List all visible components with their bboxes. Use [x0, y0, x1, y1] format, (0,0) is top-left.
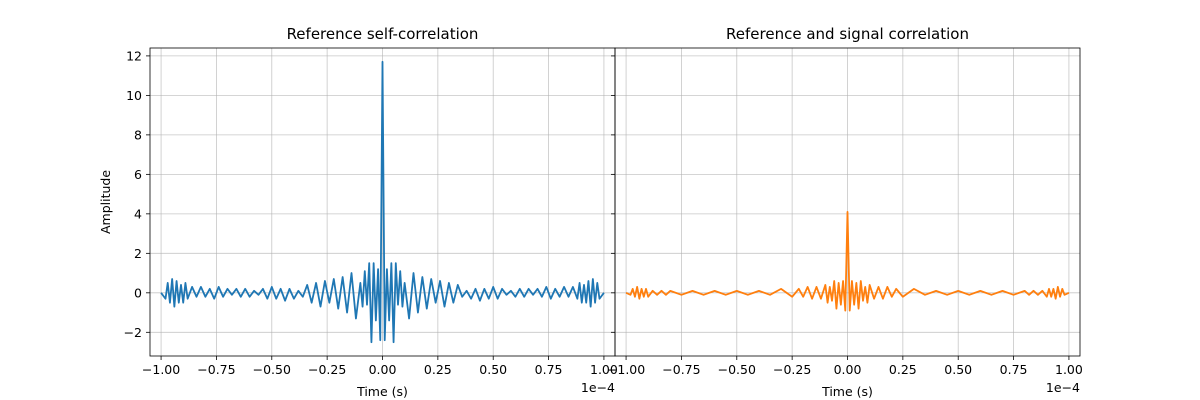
- series-line-1: [625, 210, 1070, 312]
- x-tick-label: 1.00: [590, 362, 618, 377]
- x-tick-label: 0.00: [834, 362, 862, 377]
- x-tick-label: −0.75: [662, 362, 700, 377]
- y-tick-label: −2: [124, 325, 142, 340]
- y-tick-label: 12: [126, 48, 142, 63]
- x-axis-label: Time (s): [821, 384, 873, 399]
- x-tick-label: 1.00: [1055, 362, 1083, 377]
- x-tick-label: −1.00: [142, 362, 180, 377]
- x-tick-label: −1.00: [607, 362, 645, 377]
- y-tick-label: 6: [134, 167, 142, 182]
- x-tick-label: 0.00: [369, 362, 397, 377]
- x-tick-label: −0.50: [253, 362, 291, 377]
- y-tick-label: 2: [134, 246, 142, 261]
- x-tick-label: 0.75: [535, 362, 563, 377]
- x-tick-label: −0.75: [197, 362, 235, 377]
- x-multiplier-label: 1e−4: [581, 380, 615, 395]
- x-tick-label: 0.50: [944, 362, 972, 377]
- chart-title: Reference and signal correlation: [726, 25, 969, 43]
- x-tick-label: −0.25: [308, 362, 346, 377]
- x-tick-label: 0.25: [889, 362, 917, 377]
- x-tick-label: 0.50: [479, 362, 507, 377]
- chart-panel-2: −1.00 −0.75 −0.50 −0.25 0.00 0.25 0.50 0.75 1.00…: [607, 25, 1083, 399]
- x-multiplier-label: 1e−4: [1046, 380, 1080, 395]
- x-tick-label: −0.50: [718, 362, 756, 377]
- x-tick-label: 0.25: [424, 362, 452, 377]
- series-line-1: [160, 60, 605, 344]
- y-tick-label: 0: [134, 285, 142, 300]
- chart-title: Reference self-correlation: [287, 25, 479, 43]
- y-tick-label: 10: [126, 88, 142, 103]
- chart-panel-1: −1.00 −0.75 −0.50 −0.25 0.00 0.25 0.50 0.75 1.00…: [98, 25, 618, 399]
- x-axis-label: Time (s): [356, 384, 408, 399]
- x-tick-label: 0.75: [1000, 362, 1028, 377]
- y-axis-label: Amplitude: [98, 170, 113, 234]
- y-tick-label: 8: [134, 127, 142, 142]
- x-tick-label: −0.25: [773, 362, 811, 377]
- y-tick-label: 4: [134, 206, 142, 221]
